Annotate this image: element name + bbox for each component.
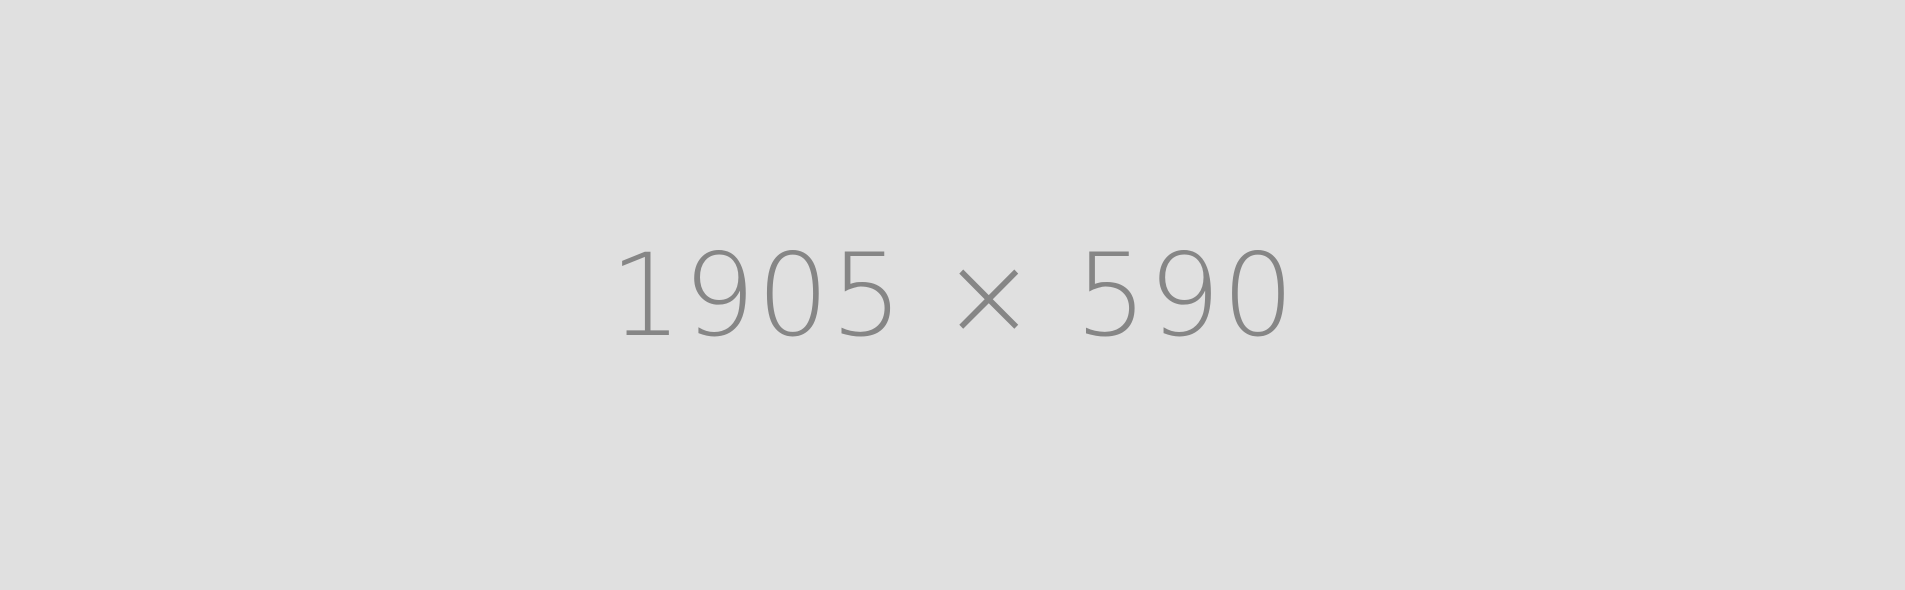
dimensions-label: 1905 × 590 bbox=[609, 228, 1296, 362]
placeholder-canvas: 1905 × 590 bbox=[609, 228, 1296, 362]
